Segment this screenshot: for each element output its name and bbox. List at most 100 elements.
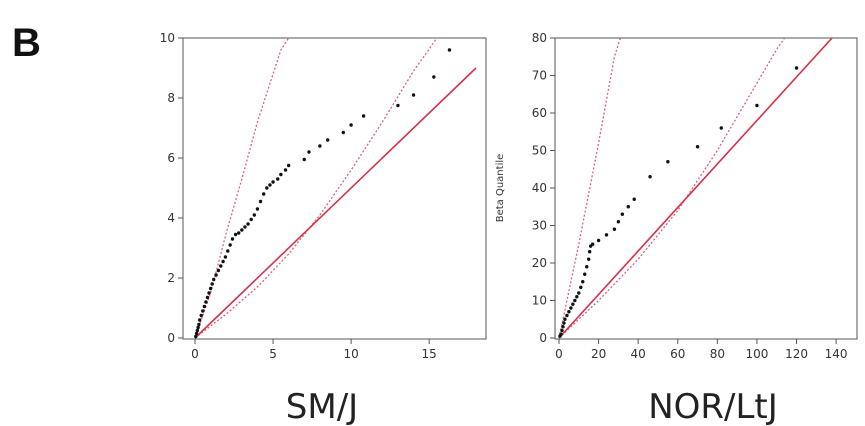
chart-sm-j: 0 5 10 15 0 2 4 6 8 10 SM/J [160,31,487,426]
data-point [219,264,223,268]
x-tick-label: 5 [269,347,277,361]
data-point [261,192,266,196]
data-point [648,175,652,179]
panel-letter: B [12,21,41,65]
data-point [243,225,247,229]
reference-line-segment [194,67,477,339]
data-point [604,233,609,237]
data-point [194,331,199,336]
x-tick-label: 120 [785,347,808,361]
data-point [196,325,200,330]
data-point [587,250,592,254]
data-point [205,295,210,300]
data-point [208,286,213,291]
reference-line [558,38,833,339]
y-tick-label: 80 [532,31,547,45]
y-tick-label: 20 [532,256,547,270]
confidence-bound-lower [194,38,438,339]
data-point [575,295,579,299]
data-point [265,186,269,190]
reference-line-segment [558,38,833,339]
data-point [325,138,330,142]
data-point [341,130,346,135]
x-tick-label: 140 [825,347,848,361]
data-point [616,220,621,224]
data-point [258,199,263,204]
data-point [201,309,205,313]
data-point [585,265,589,269]
data-point [396,103,400,108]
data-point [571,302,575,306]
confidence-bounds [558,38,786,339]
data-point [567,310,571,314]
data-point [233,232,238,237]
data-point [632,197,636,201]
data-point [579,285,583,290]
data-point [230,237,235,241]
data-point [202,304,207,309]
data-point [562,321,566,325]
data-point [223,255,228,259]
confidence-bound-upper [558,38,621,339]
data-point [563,317,567,321]
data-point [577,291,581,295]
x-tick-label: 10 [343,347,358,361]
data-point [411,93,416,97]
data-point [447,48,452,52]
x-tick-label: 15 [422,347,437,361]
y-tick-label: 70 [532,69,547,83]
data-point [279,172,283,177]
data-point [228,243,232,247]
confidence-bound-lower [558,38,786,339]
y-tick-label: 50 [532,144,547,158]
chart-title: SM/J [286,387,358,426]
data-point [237,231,241,235]
data-point [197,322,201,327]
data-point [302,157,306,162]
axis-ticks: 0 5 10 15 0 2 4 6 8 10 [160,31,437,361]
data-point [276,177,280,181]
data-point [214,273,218,277]
data-point [271,180,275,184]
y-tick-label: 30 [532,219,547,233]
chart-title: NOR/LtJ [648,387,778,426]
data-point [581,280,585,284]
data-point [586,257,591,261]
data-point [210,282,214,286]
x-tick-label: 20 [591,347,606,361]
y-tick-label: 10 [532,294,547,308]
y-tick-label: 10 [160,31,175,45]
x-tick-label: 60 [670,347,685,361]
y-tick-label: 40 [532,181,547,195]
data-point [216,268,221,273]
chart-nor-ltj: 0 20 40 60 80 100 120 140 0 10 20 30 40 50 60 70 80 Beta… [495,31,858,426]
y-tick-label: 6 [167,151,175,165]
data-point [626,205,630,209]
data-point [204,300,208,304]
data-point [590,242,595,246]
data-point [719,126,724,130]
data-point [221,259,225,264]
data-point [268,183,272,187]
data-point [194,334,198,339]
y-tick-label: 8 [167,91,175,105]
data-point [246,222,250,226]
x-tick-label: 0 [191,347,199,361]
reference-line [194,67,477,339]
axis-ticks: 0 20 40 60 80 100 120 140 0 10 20 30 40 50 60 70 80 [532,31,848,361]
data-points [194,48,452,339]
x-tick-label: 80 [710,347,725,361]
x-tick-label: 0 [555,347,563,361]
data-point [318,144,322,148]
data-point [559,332,563,336]
data-point [755,103,759,108]
data-point [432,75,436,79]
data-point [249,217,253,222]
data-point [349,123,353,127]
data-point [794,66,799,70]
plot-frame [554,37,858,340]
data-point [620,212,625,216]
data-point [283,168,288,172]
data-point [612,227,617,231]
